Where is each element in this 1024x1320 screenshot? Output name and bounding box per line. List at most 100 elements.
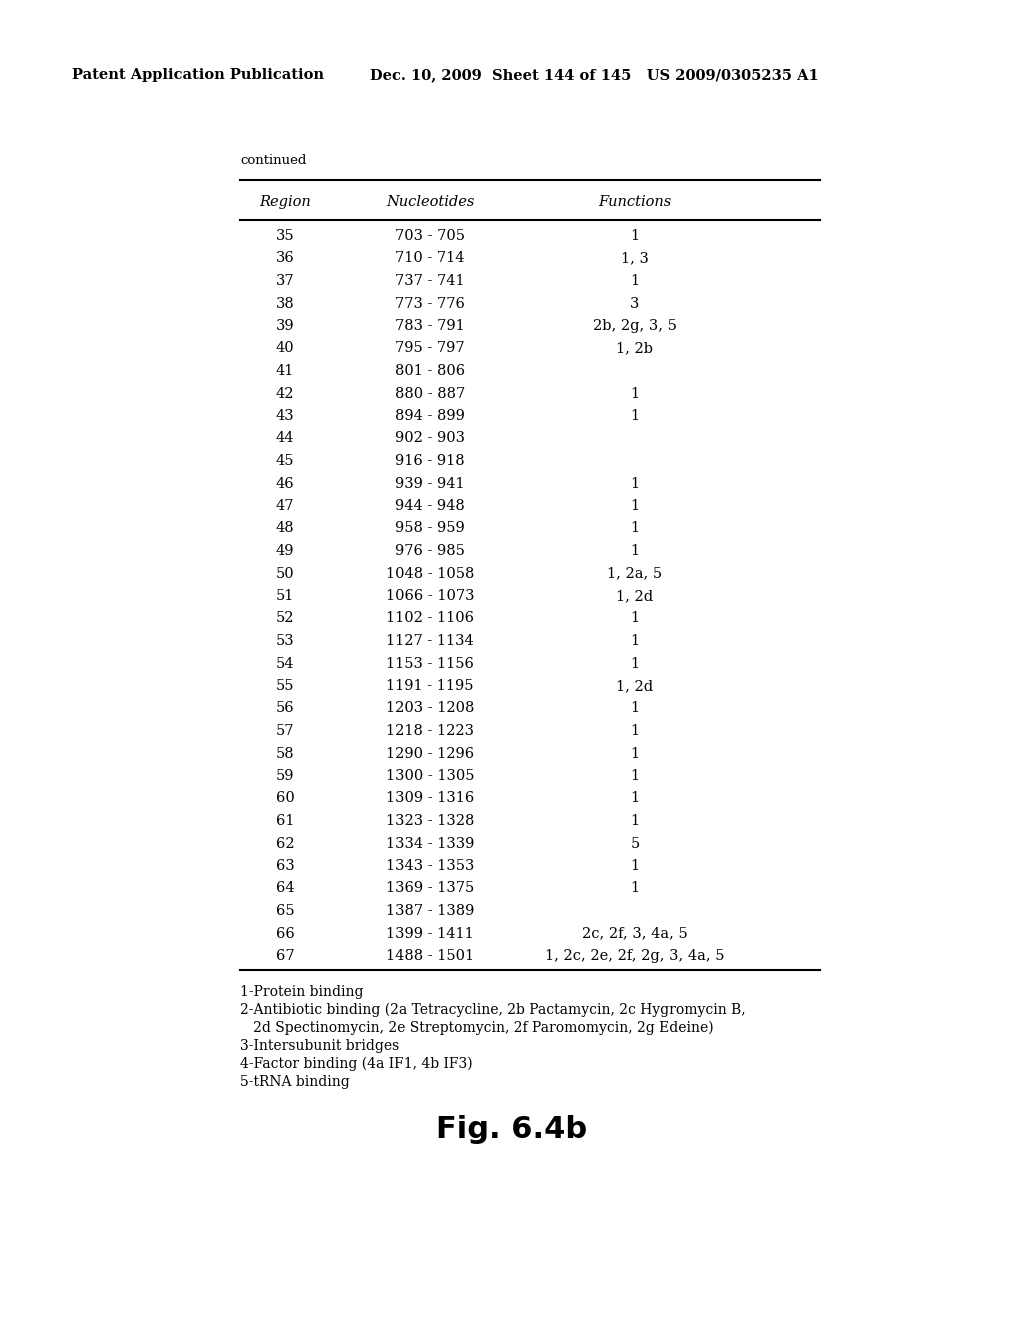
Text: 1309 - 1316: 1309 - 1316	[386, 792, 474, 805]
Text: 49: 49	[275, 544, 294, 558]
Text: 50: 50	[275, 566, 294, 581]
Text: 60: 60	[275, 792, 294, 805]
Text: 902 - 903: 902 - 903	[395, 432, 465, 446]
Text: 1203 - 1208: 1203 - 1208	[386, 701, 474, 715]
Text: 1191 - 1195: 1191 - 1195	[386, 678, 474, 693]
Text: 46: 46	[275, 477, 294, 491]
Text: 1: 1	[631, 634, 640, 648]
Text: 2d Spectinomycin, 2e Streptomycin, 2f Paromomycin, 2g Edeine): 2d Spectinomycin, 2e Streptomycin, 2f Pa…	[240, 1020, 714, 1035]
Text: 1, 2c, 2e, 2f, 2g, 3, 4a, 5: 1, 2c, 2e, 2f, 2g, 3, 4a, 5	[545, 949, 725, 964]
Text: 773 - 776: 773 - 776	[395, 297, 465, 310]
Text: Fig. 6.4b: Fig. 6.4b	[436, 1115, 588, 1144]
Text: 703 - 705: 703 - 705	[395, 228, 465, 243]
Text: 1: 1	[631, 723, 640, 738]
Text: 62: 62	[275, 837, 294, 850]
Text: 1: 1	[631, 770, 640, 783]
Text: 1: 1	[631, 387, 640, 400]
Text: 737 - 741: 737 - 741	[395, 275, 465, 288]
Text: 43: 43	[275, 409, 294, 422]
Text: 3: 3	[631, 297, 640, 310]
Text: 1066 - 1073: 1066 - 1073	[386, 589, 474, 603]
Text: 1334 - 1339: 1334 - 1339	[386, 837, 474, 850]
Text: 42: 42	[275, 387, 294, 400]
Text: 54: 54	[275, 656, 294, 671]
Text: 1: 1	[631, 409, 640, 422]
Text: 1: 1	[631, 814, 640, 828]
Text: 939 - 941: 939 - 941	[395, 477, 465, 491]
Text: 36: 36	[275, 252, 294, 265]
Text: 783 - 791: 783 - 791	[395, 319, 465, 333]
Text: 41: 41	[275, 364, 294, 378]
Text: 1: 1	[631, 499, 640, 513]
Text: 944 - 948: 944 - 948	[395, 499, 465, 513]
Text: 58: 58	[275, 747, 294, 760]
Text: 1, 2a, 5: 1, 2a, 5	[607, 566, 663, 581]
Text: 38: 38	[275, 297, 294, 310]
Text: 710 - 714: 710 - 714	[395, 252, 465, 265]
Text: 1: 1	[631, 882, 640, 895]
Text: 63: 63	[275, 859, 294, 873]
Text: 976 - 985: 976 - 985	[395, 544, 465, 558]
Text: 61: 61	[275, 814, 294, 828]
Text: 1, 2d: 1, 2d	[616, 678, 653, 693]
Text: 40: 40	[275, 342, 294, 355]
Text: 1: 1	[631, 792, 640, 805]
Text: 1488 - 1501: 1488 - 1501	[386, 949, 474, 964]
Text: Region: Region	[259, 195, 311, 209]
Text: 47: 47	[275, 499, 294, 513]
Text: 39: 39	[275, 319, 294, 333]
Text: 1: 1	[631, 544, 640, 558]
Text: 1, 2b: 1, 2b	[616, 342, 653, 355]
Text: 1290 - 1296: 1290 - 1296	[386, 747, 474, 760]
Text: 1-Protein binding: 1-Protein binding	[240, 985, 364, 999]
Text: 1387 - 1389: 1387 - 1389	[386, 904, 474, 917]
Text: 55: 55	[275, 678, 294, 693]
Text: 880 - 887: 880 - 887	[395, 387, 465, 400]
Text: 67: 67	[275, 949, 294, 964]
Text: 2c, 2f, 3, 4a, 5: 2c, 2f, 3, 4a, 5	[582, 927, 688, 940]
Text: 57: 57	[275, 723, 294, 738]
Text: 51: 51	[275, 589, 294, 603]
Text: Functions: Functions	[598, 195, 672, 209]
Text: 1: 1	[631, 611, 640, 626]
Text: 1127 - 1134: 1127 - 1134	[386, 634, 474, 648]
Text: 1: 1	[631, 477, 640, 491]
Text: 1300 - 1305: 1300 - 1305	[386, 770, 474, 783]
Text: continued: continued	[240, 153, 306, 166]
Text: 1218 - 1223: 1218 - 1223	[386, 723, 474, 738]
Text: 1369 - 1375: 1369 - 1375	[386, 882, 474, 895]
Text: 1, 3: 1, 3	[622, 252, 649, 265]
Text: 1: 1	[631, 275, 640, 288]
Text: 2b, 2g, 3, 5: 2b, 2g, 3, 5	[593, 319, 677, 333]
Text: 1: 1	[631, 747, 640, 760]
Text: 1: 1	[631, 228, 640, 243]
Text: Dec. 10, 2009  Sheet 144 of 145   US 2009/0305235 A1: Dec. 10, 2009 Sheet 144 of 145 US 2009/0…	[370, 69, 819, 82]
Text: 958 - 959: 958 - 959	[395, 521, 465, 536]
Text: 64: 64	[275, 882, 294, 895]
Text: 1399 - 1411: 1399 - 1411	[386, 927, 474, 940]
Text: 5: 5	[631, 837, 640, 850]
Text: Nucleotides: Nucleotides	[386, 195, 474, 209]
Text: 52: 52	[275, 611, 294, 626]
Text: 894 - 899: 894 - 899	[395, 409, 465, 422]
Text: 65: 65	[275, 904, 294, 917]
Text: Patent Application Publication: Patent Application Publication	[72, 69, 324, 82]
Text: 59: 59	[275, 770, 294, 783]
Text: 1: 1	[631, 859, 640, 873]
Text: 45: 45	[275, 454, 294, 469]
Text: 3-Intersubunit bridges: 3-Intersubunit bridges	[240, 1039, 399, 1053]
Text: 53: 53	[275, 634, 294, 648]
Text: 1153 - 1156: 1153 - 1156	[386, 656, 474, 671]
Text: 5-tRNA binding: 5-tRNA binding	[240, 1074, 350, 1089]
Text: 1323 - 1328: 1323 - 1328	[386, 814, 474, 828]
Text: 1: 1	[631, 701, 640, 715]
Text: 4-Factor binding (4a IF1, 4b IF3): 4-Factor binding (4a IF1, 4b IF3)	[240, 1057, 473, 1072]
Text: 1048 - 1058: 1048 - 1058	[386, 566, 474, 581]
Text: 2-Antibiotic binding (2a Tetracycline, 2b Pactamycin, 2c Hygromycin B,: 2-Antibiotic binding (2a Tetracycline, 2…	[240, 1003, 745, 1018]
Text: 1, 2d: 1, 2d	[616, 589, 653, 603]
Text: 48: 48	[275, 521, 294, 536]
Text: 35: 35	[275, 228, 294, 243]
Text: 1343 - 1353: 1343 - 1353	[386, 859, 474, 873]
Text: 1: 1	[631, 521, 640, 536]
Text: 56: 56	[275, 701, 294, 715]
